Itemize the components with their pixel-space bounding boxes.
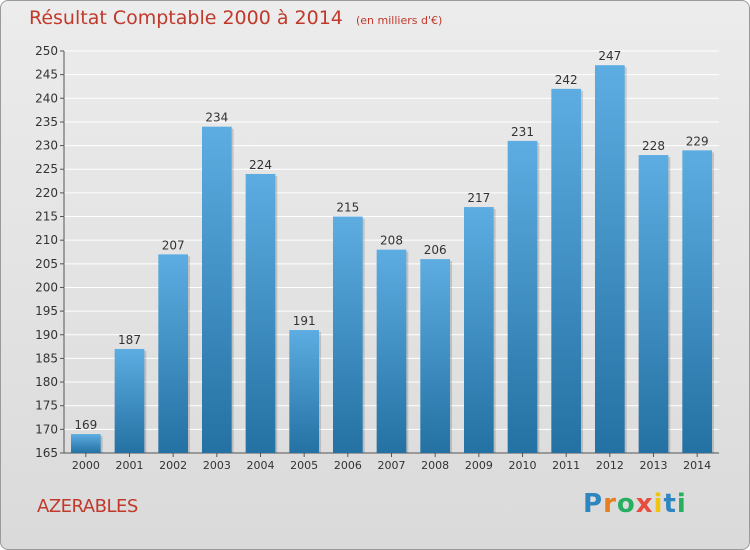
bar <box>158 254 189 453</box>
chart-title-text: Résultat Comptable 2000 à 2014 <box>29 7 343 29</box>
y-tick-label: 180 <box>35 375 58 389</box>
y-tick-label: 210 <box>35 233 58 247</box>
x-tick-label: 2007 <box>378 459 406 472</box>
bar <box>420 259 451 453</box>
y-tick-label: 205 <box>35 257 58 271</box>
bar <box>682 150 713 454</box>
bar-value-label: 208 <box>380 234 403 248</box>
y-tick-label: 245 <box>35 68 58 82</box>
chart-unit-label: (en milliers d'€) <box>355 14 443 27</box>
bar-value-label: 229 <box>686 134 709 148</box>
y-tick-label: 185 <box>35 351 58 365</box>
logo-letter: i <box>653 489 664 519</box>
y-tick-label: 235 <box>35 115 58 129</box>
x-tick-label: 2011 <box>552 459 580 472</box>
proxiti-logo: Proxiti <box>583 489 687 519</box>
y-tick-label: 170 <box>35 422 58 436</box>
x-tick-label: 2009 <box>465 459 493 472</box>
y-tick-label: 230 <box>35 139 58 153</box>
chart-title: Résultat Comptable 2000 à 2014 (en milli… <box>29 7 442 29</box>
y-tick-label: 200 <box>35 280 58 294</box>
y-tick-label: 220 <box>35 186 58 200</box>
x-tick-label: 2001 <box>116 459 144 472</box>
bar-value-label: 169 <box>74 418 97 432</box>
bar-value-label: 242 <box>555 73 578 87</box>
bar <box>463 207 494 453</box>
bar-value-label: 228 <box>642 139 665 153</box>
bar <box>245 173 276 453</box>
x-tick-label: 2006 <box>334 459 362 472</box>
x-tick-label: 2013 <box>640 459 668 472</box>
x-tick-label: 2003 <box>203 459 231 472</box>
logo-letter: P <box>583 489 604 519</box>
y-tick-label: 190 <box>35 328 58 342</box>
x-tick-label: 2010 <box>509 459 537 472</box>
bar-value-label: 217 <box>467 191 490 205</box>
x-tick-label: 2012 <box>596 459 624 472</box>
logo-letter: t <box>663 489 677 519</box>
logo-letter: x <box>635 489 654 519</box>
bar <box>70 434 101 453</box>
x-tick-label: 2004 <box>247 459 275 472</box>
bar <box>638 155 669 453</box>
bar-value-label: 215 <box>336 201 359 215</box>
bar-value-label: 206 <box>424 243 447 257</box>
y-tick-label: 250 <box>35 44 58 58</box>
y-tick-label: 225 <box>35 162 58 176</box>
logo-letter: i <box>676 489 687 519</box>
bar <box>114 348 145 453</box>
logo-letter: r <box>603 489 617 519</box>
bar <box>594 65 625 453</box>
bar-value-label: 234 <box>205 111 228 125</box>
bar <box>376 249 407 453</box>
bar <box>201 126 232 453</box>
y-tick-label: 215 <box>35 210 58 224</box>
y-tick-label: 195 <box>35 304 58 318</box>
logo-letter: o <box>616 489 636 519</box>
x-tick-label: 2014 <box>683 459 711 472</box>
bar-value-label: 247 <box>598 49 621 63</box>
bar <box>507 140 538 453</box>
y-tick-label: 240 <box>35 91 58 105</box>
bar-value-label: 191 <box>293 314 316 328</box>
y-tick-label: 165 <box>35 446 58 460</box>
bar-value-label: 231 <box>511 125 534 139</box>
x-tick-label: 2000 <box>72 459 100 472</box>
bar-value-label: 207 <box>162 238 185 252</box>
x-tick-label: 2005 <box>290 459 318 472</box>
bar <box>332 216 363 453</box>
y-tick-label: 175 <box>35 399 58 413</box>
bar-value-label: 224 <box>249 158 272 172</box>
commune-name: AZERABLES <box>37 496 138 517</box>
x-tick-label: 2008 <box>421 459 449 472</box>
bar-value-label: 187 <box>118 333 141 347</box>
bar <box>551 88 582 453</box>
x-tick-label: 2002 <box>159 459 187 472</box>
bar <box>289 330 320 453</box>
